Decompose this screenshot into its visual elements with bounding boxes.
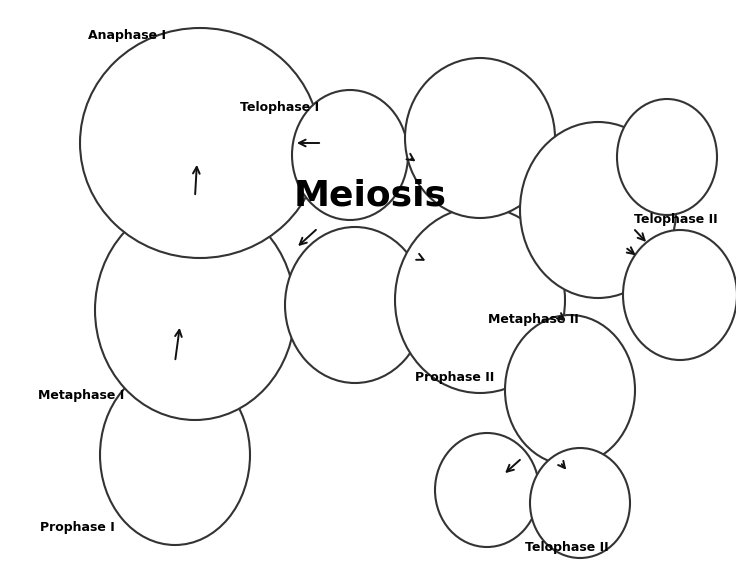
- Ellipse shape: [623, 230, 736, 360]
- Text: Metaphase II: Metaphase II: [488, 314, 578, 327]
- Ellipse shape: [95, 200, 295, 420]
- Ellipse shape: [405, 58, 555, 218]
- Ellipse shape: [292, 90, 408, 220]
- Text: Telophase I: Telophase I: [240, 102, 319, 115]
- Text: Prophase II: Prophase II: [415, 371, 495, 385]
- Text: Telophase II: Telophase II: [525, 541, 609, 554]
- Ellipse shape: [80, 28, 320, 258]
- Text: Telophase II: Telophase II: [634, 214, 718, 227]
- Ellipse shape: [520, 122, 676, 298]
- Ellipse shape: [530, 448, 630, 558]
- Ellipse shape: [617, 99, 717, 215]
- Ellipse shape: [435, 433, 539, 547]
- Ellipse shape: [395, 207, 565, 393]
- Text: Metaphase I: Metaphase I: [38, 389, 124, 402]
- Ellipse shape: [285, 227, 425, 383]
- Text: Meiosis: Meiosis: [294, 178, 447, 212]
- Text: Anaphase I: Anaphase I: [88, 30, 166, 43]
- Ellipse shape: [100, 365, 250, 545]
- Text: Prophase I: Prophase I: [40, 521, 115, 534]
- Ellipse shape: [505, 315, 635, 465]
